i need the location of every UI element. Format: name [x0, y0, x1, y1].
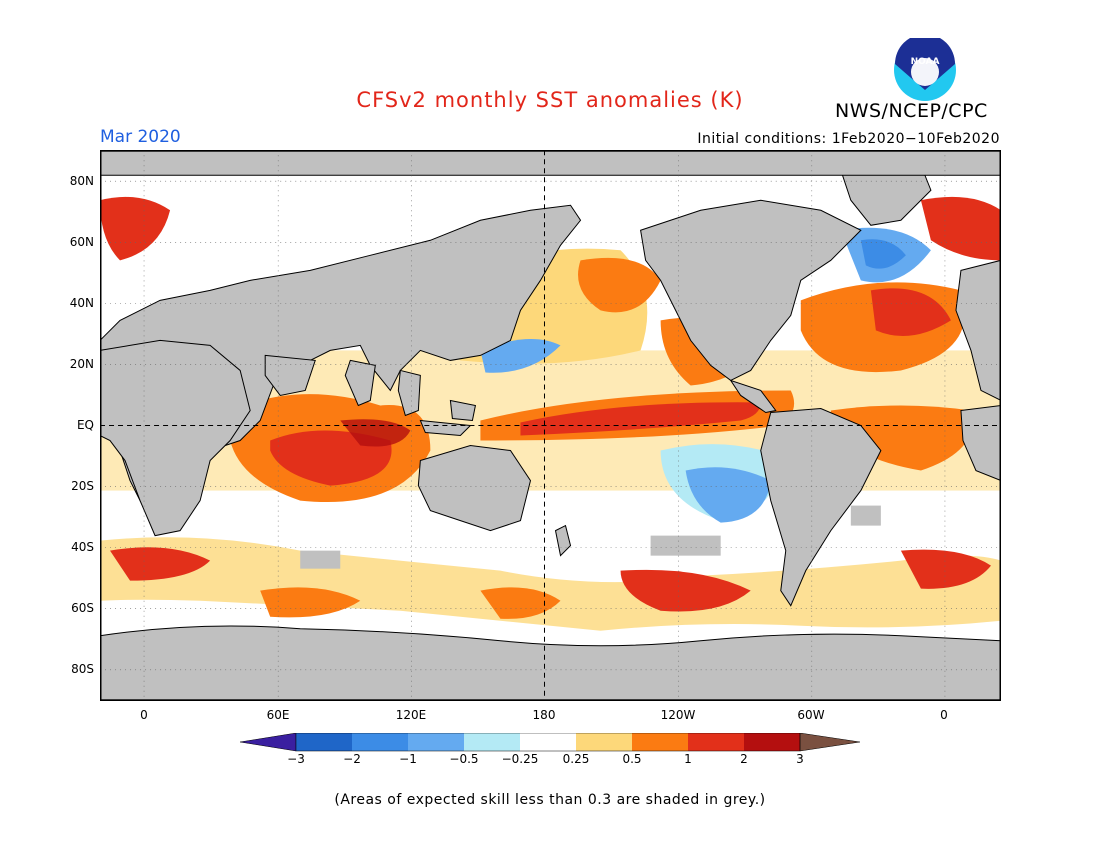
lon-label: 60W — [797, 708, 825, 722]
lat-label: 40N — [69, 296, 94, 310]
colorbar-cell — [576, 733, 632, 751]
initial-conditions: Initial conditions: 1Feb2020−10Feb2020 — [697, 131, 1000, 147]
colorbar-label: 1 — [684, 752, 692, 766]
colorbar-label: 0.5 — [622, 752, 642, 766]
colorbar-cell — [296, 733, 352, 751]
lat-label: 60N — [69, 235, 94, 249]
land-masses — [100, 150, 1001, 701]
colorbar-label: −3 — [287, 752, 305, 766]
colorbar-cell — [632, 733, 688, 751]
lon-label: 120W — [660, 708, 696, 722]
colorbar-label: 0.25 — [562, 752, 590, 766]
lon-label: 0 — [140, 708, 148, 722]
lat-label: 80S — [71, 662, 94, 676]
lat-label: 40S — [71, 540, 94, 554]
sst-anomaly-map — [100, 150, 1001, 701]
lat-label: 60S — [71, 601, 94, 615]
colorbar-label: −1 — [399, 752, 417, 766]
colorbar-cell — [688, 733, 744, 751]
colorbar-cell — [240, 733, 297, 752]
lon-label: 180 — [532, 708, 556, 722]
graticule — [100, 150, 1001, 701]
colorbar-label: 3 — [796, 752, 804, 766]
lat-label: 20N — [69, 357, 94, 371]
lat-label: EQ — [76, 418, 94, 432]
colorbar-cell — [464, 733, 520, 751]
forecast-month: Mar 2020 — [100, 127, 181, 147]
noaa-logo-text: NOAA — [911, 57, 940, 67]
colorbar-label: −0.5 — [449, 752, 479, 766]
colorbar-cell — [799, 733, 861, 752]
colorbar-cell — [352, 733, 408, 751]
noaa-logo-icon: NOAA — [894, 38, 956, 101]
lon-label: 120E — [395, 708, 427, 722]
colorbar-label: −0.25 — [501, 752, 539, 766]
agency-label: NWS/NCEP/CPC — [835, 100, 988, 122]
chart-title: CFSv2 monthly SST anomalies (K) — [356, 88, 744, 112]
skill-footnote: (Areas of expected skill less than 0.3 a… — [334, 792, 766, 808]
colorbar-label: 2 — [740, 752, 748, 766]
lon-label: 0 — [940, 708, 948, 722]
colorbar-cell — [744, 733, 800, 751]
colorbar-cell — [408, 733, 464, 751]
lat-label: 80N — [69, 174, 94, 188]
colorbar — [240, 733, 861, 752]
lon-label: 60E — [266, 708, 290, 722]
lat-label: 20S — [71, 479, 94, 493]
colorbar-label: −2 — [343, 752, 361, 766]
colorbar-cell — [520, 733, 576, 751]
